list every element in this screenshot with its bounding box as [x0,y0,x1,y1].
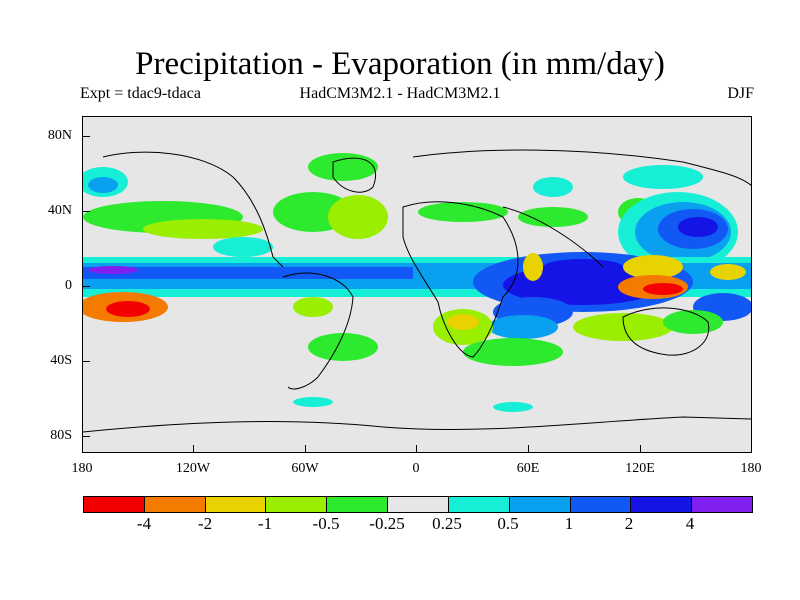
colorbar-label: -0.25 [369,514,405,533]
colorbar-box [388,497,449,512]
colorbar-box [448,497,510,512]
field-patch [623,165,703,189]
lon-label-180e: 180 [740,461,762,476]
field-patch [88,177,118,193]
lon-tick [751,445,752,453]
colorbar-label: -1 [257,514,273,533]
field-patch [83,267,413,279]
lat-label-80s: 80S [50,428,72,443]
field-patch [523,253,543,281]
colorbar [83,496,753,513]
colorbar-label: -2 [197,514,213,533]
map-panel [82,116,752,453]
field-patch [447,314,479,330]
field-patch [213,237,273,257]
lat-label-80n: 80N [47,128,72,143]
colorbar-box [84,497,145,512]
colorbar-box [327,497,389,512]
lon-tick [416,445,417,453]
colorbar-box [205,497,267,512]
field-patch [493,402,533,412]
lon-label-120e: 120E [625,461,655,476]
coastlines [83,149,751,433]
field-patch [488,315,558,339]
field-patch [293,297,333,317]
field-patch [623,255,683,279]
colorbar-box [144,497,206,512]
experiment-label: Expt = tdac9-tdaca [80,85,201,102]
model-label: HadCM3M2.1 - HadCM3M2.1 [299,85,501,102]
field-patch [418,202,508,222]
coastline-eurasia [412,149,751,268]
field-patch [308,153,378,181]
colorbar-box [509,497,571,512]
coastline-australia [622,307,710,356]
field-patch [518,207,588,227]
field-patch [543,259,623,275]
season-label: DJF [727,85,754,102]
field-patch [663,310,723,334]
colorbar-label: -4 [136,514,152,533]
lat-tick [82,436,90,437]
precipitation-field [83,149,751,433]
lat-tick [82,361,90,362]
colorbar-label: -0.5 [312,514,340,533]
colorbar-box [692,497,752,512]
field-patch [293,397,333,407]
coastline-south-america [282,272,354,390]
lat-label-40n: 40N [47,203,72,218]
lat-tick [82,136,90,137]
field-patch [503,265,663,305]
lat-tick [82,211,90,212]
map-title: Precipitation - Evaporation (in mm/day) [135,46,665,82]
lon-label-60e: 60E [516,461,540,476]
field-patch [573,313,673,341]
lon-label-180w: 180 [71,461,93,476]
coastline-africa [402,201,519,358]
lon-tick [193,445,194,453]
lon-label-60w: 60W [291,461,319,476]
field-patch [143,219,263,239]
colorbar-box [266,497,328,512]
field-patch [328,195,388,239]
colorbar-box [570,497,632,512]
field-patch [643,283,683,295]
field-patch [88,266,138,274]
field-patch [678,217,718,237]
coastline-greenland [332,157,376,193]
lon-tick [640,445,641,453]
colorbar-label: 0.5 [497,514,519,533]
lat-label-eq: 0 [65,278,72,293]
coastline-north-america [102,151,284,268]
colorbar-box [631,497,693,512]
colorbar-label: 2 [624,514,634,533]
colorbar-label: 4 [685,514,695,533]
lon-tick [528,445,529,453]
lon-label-0: 0 [412,461,420,476]
field-patch [308,333,378,361]
field-patch [463,338,563,366]
field-patch [106,301,150,317]
coastline-antarctica [83,416,751,433]
lat-label-40s: 40S [50,353,72,368]
field-patch [710,264,746,280]
lon-tick [82,445,83,453]
field-patch [533,177,573,197]
lon-tick [305,445,306,453]
lat-tick [82,286,90,287]
lon-label-120w: 120W [175,461,211,476]
colorbar-label: 0.25 [432,514,462,533]
colorbar-label: 1 [564,514,574,533]
